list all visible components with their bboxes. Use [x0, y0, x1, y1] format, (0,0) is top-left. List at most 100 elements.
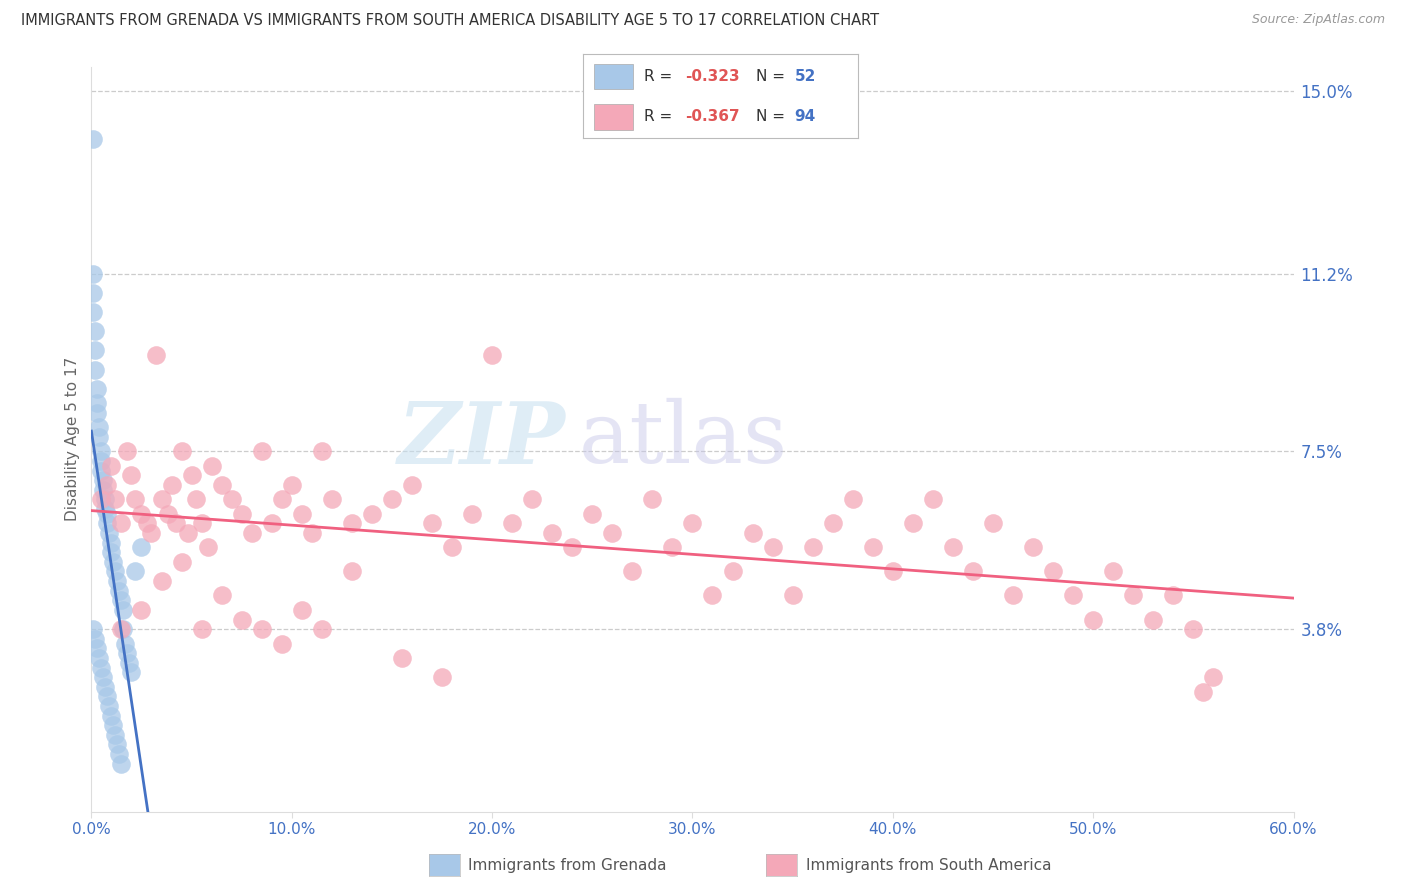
Point	[98, 698, 121, 713]
Point	[440, 541, 463, 555]
Point	[84, 343, 107, 358]
Point	[131, 507, 153, 521]
Point	[1062, 589, 1084, 603]
Point	[211, 478, 233, 492]
Point	[1022, 541, 1045, 555]
Point	[270, 492, 292, 507]
Point	[136, 516, 159, 531]
Point	[180, 468, 202, 483]
Point	[121, 468, 143, 483]
Point	[641, 492, 664, 507]
Point	[197, 541, 219, 555]
Point	[602, 526, 624, 541]
Point	[176, 526, 198, 541]
Point	[86, 382, 108, 396]
Point	[260, 516, 283, 531]
Point	[107, 574, 129, 588]
Point	[156, 507, 179, 521]
Point	[1182, 622, 1205, 636]
Point	[782, 589, 804, 603]
Point	[270, 636, 292, 650]
Point	[124, 565, 146, 579]
Point	[360, 507, 382, 521]
Point	[541, 526, 564, 541]
Point	[145, 348, 167, 362]
Text: R =: R =	[644, 109, 676, 124]
Text: ZIP: ZIP	[398, 398, 567, 481]
Point	[461, 507, 484, 521]
Point	[90, 454, 112, 468]
Point	[981, 516, 1004, 531]
Point	[117, 444, 139, 458]
FancyBboxPatch shape	[595, 63, 633, 89]
Point	[170, 555, 193, 569]
Point	[103, 555, 125, 569]
Point	[82, 305, 104, 319]
Text: R =: R =	[644, 69, 676, 84]
Point	[962, 565, 984, 579]
Point	[1122, 589, 1144, 603]
Point	[94, 492, 117, 507]
Point	[1083, 613, 1105, 627]
Text: Immigrants from South America: Immigrants from South America	[806, 858, 1052, 872]
Point	[90, 464, 112, 478]
Point	[98, 526, 121, 541]
Point	[84, 362, 107, 376]
Text: -0.323: -0.323	[685, 69, 740, 84]
Point	[118, 656, 141, 670]
Point	[291, 603, 314, 617]
Point	[184, 492, 207, 507]
Point	[581, 507, 603, 521]
Point	[1001, 589, 1024, 603]
Point	[481, 348, 503, 362]
Point	[942, 541, 965, 555]
Point	[821, 516, 844, 531]
Point	[1163, 589, 1185, 603]
Point	[89, 430, 111, 444]
Point	[1202, 670, 1225, 684]
Point	[221, 492, 243, 507]
Point	[702, 589, 724, 603]
Point	[103, 718, 125, 732]
Point	[621, 565, 644, 579]
Point	[96, 516, 118, 531]
Text: Source: ZipAtlas.com: Source: ZipAtlas.com	[1251, 13, 1385, 27]
Point	[1142, 613, 1164, 627]
Point	[121, 665, 143, 680]
Point	[1192, 684, 1215, 698]
Point	[110, 622, 132, 636]
Point	[89, 651, 111, 665]
Point	[114, 636, 136, 650]
Point	[100, 458, 122, 473]
Point	[681, 516, 703, 531]
Point	[762, 541, 785, 555]
Point	[89, 420, 111, 434]
Point	[100, 545, 122, 559]
Point	[86, 396, 108, 410]
Point	[93, 670, 115, 684]
Point	[250, 622, 273, 636]
Point	[160, 478, 183, 492]
Point	[82, 285, 104, 300]
Point	[100, 708, 122, 723]
Text: Immigrants from Grenada: Immigrants from Grenada	[468, 858, 666, 872]
Point	[922, 492, 945, 507]
Point	[340, 516, 363, 531]
Point	[141, 526, 163, 541]
Point	[211, 589, 233, 603]
Point	[862, 541, 884, 555]
Point	[110, 593, 132, 607]
Point	[131, 541, 153, 555]
Point	[391, 651, 413, 665]
Point	[90, 444, 112, 458]
Point	[721, 565, 744, 579]
Point	[124, 492, 146, 507]
Text: IMMIGRANTS FROM GRENADA VS IMMIGRANTS FROM SOUTH AMERICA DISABILITY AGE 5 TO 17 : IMMIGRANTS FROM GRENADA VS IMMIGRANTS FR…	[21, 13, 879, 29]
Point	[104, 492, 127, 507]
Point	[86, 406, 108, 420]
Point	[93, 473, 115, 487]
Point	[190, 622, 212, 636]
Point	[110, 756, 132, 771]
Point	[882, 565, 904, 579]
Point	[311, 622, 333, 636]
